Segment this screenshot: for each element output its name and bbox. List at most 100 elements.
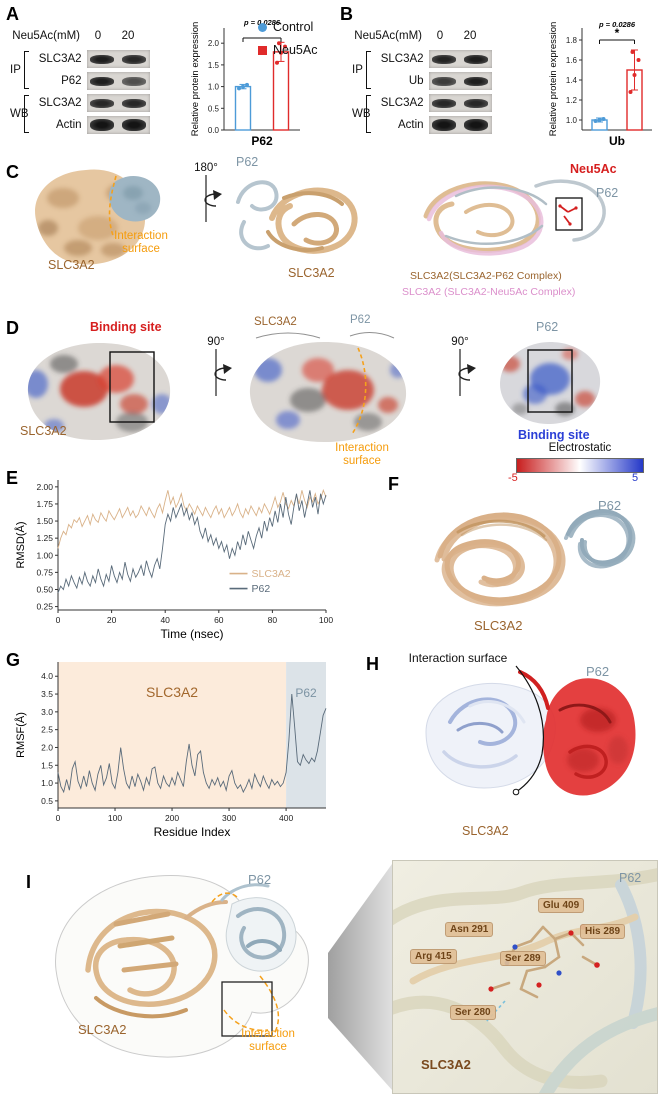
panel-a-label: A xyxy=(6,4,19,24)
svg-text:0.5: 0.5 xyxy=(208,104,220,113)
blot-dose-header: Neu5Ac(mM) 0 20 xyxy=(354,30,477,42)
interaction-surface-label-c: Interaction surface xyxy=(114,230,168,255)
caption-neu5ac-complex: SLC3A2 (SLC3A2-Neu5Ac Complex) xyxy=(402,286,576,298)
blot-dose-header: Neu5Ac(mM) 0 20 xyxy=(12,30,135,42)
svg-text:300: 300 xyxy=(222,813,236,823)
panel-f-label: F xyxy=(388,474,399,494)
p62-label-inset: P62 xyxy=(619,871,642,885)
structure-complex-overview xyxy=(55,875,309,1058)
blot-row: SLC3A2 xyxy=(372,48,492,70)
svg-text:2.5: 2.5 xyxy=(41,725,53,735)
bar-chart-ub: 1.0 1.2 1.4 1.6 1.8 *p = 0.0286 Ub Relative pro… xyxy=(548,20,652,148)
svg-text:p = 0.0286: p = 0.0286 xyxy=(598,20,636,29)
svg-text:2.0: 2.0 xyxy=(41,742,53,752)
slc3a2-label-i: SLC3A2 xyxy=(78,1022,127,1037)
structure-overlay-complexes xyxy=(423,179,606,256)
structure-slc3a2-p62-surface xyxy=(35,169,161,265)
svg-text:SLC3A2: SLC3A2 xyxy=(252,568,291,580)
svg-text:RMSF(Å): RMSF(Å) xyxy=(14,712,27,758)
svg-text:P62: P62 xyxy=(252,583,271,595)
control-marker-icon xyxy=(258,22,267,32)
svg-text:80: 80 xyxy=(268,615,278,625)
svg-text:SLC3A2: SLC3A2 xyxy=(146,684,198,700)
panel-h-label: H xyxy=(366,654,379,674)
svg-text:3.5: 3.5 xyxy=(41,689,53,699)
scale-min-label: -5 xyxy=(508,472,518,484)
svg-text:1.0: 1.0 xyxy=(566,116,578,125)
panel-c-label: C xyxy=(6,162,19,182)
interaction-detail-inset: P62 Glu 409 Asn 291 His 289 Arg 415 Ser … xyxy=(392,860,658,1094)
blot-row: P62 xyxy=(30,70,150,92)
caption-p62-complex: SLC3A2(SLC3A2-P62 Complex) xyxy=(410,270,562,282)
svg-text:1.5: 1.5 xyxy=(208,61,220,70)
svg-text:*: * xyxy=(615,26,620,40)
svg-text:20: 20 xyxy=(107,615,117,625)
electrostatic-gradient-bar xyxy=(516,458,644,473)
rotation-arrow-icon xyxy=(458,349,476,396)
svg-text:Time (nsec): Time (nsec) xyxy=(161,627,224,641)
svg-text:40: 40 xyxy=(160,615,170,625)
legend-label-control: Control xyxy=(273,20,314,34)
slc3a2-label-h: SLC3A2 xyxy=(462,824,509,838)
slc3a2-label-f: SLC3A2 xyxy=(474,618,523,633)
svg-text:200: 200 xyxy=(165,813,179,823)
svg-text:60: 60 xyxy=(214,615,224,625)
svg-text:1.5: 1.5 xyxy=(41,760,53,770)
p62-label-c2: P62 xyxy=(236,155,259,169)
panel-b-label: B xyxy=(340,4,353,24)
slc3a2-label-c2: SLC3A2 xyxy=(288,266,335,280)
svg-text:0.25: 0.25 xyxy=(36,602,53,612)
blot-group-label: IP xyxy=(10,64,21,76)
electrostatic-surface-front xyxy=(27,343,171,440)
p62-label-h: P62 xyxy=(586,664,610,679)
blot-row: Actin xyxy=(30,114,150,136)
svg-text:3.0: 3.0 xyxy=(41,707,53,717)
legend-label-neu5ac: Neu5Ac xyxy=(273,43,318,57)
binding-site-label-right: Binding site xyxy=(518,428,590,442)
p62-label-c3: P62 xyxy=(596,186,619,200)
residue-label-arg415: Arg 415 xyxy=(410,949,457,964)
svg-text:1.0: 1.0 xyxy=(41,778,53,788)
residue-label-his289: His 289 xyxy=(580,924,626,939)
residue-sticks-rendering xyxy=(393,868,657,1093)
legend-item-neu5ac: Neu5Ac xyxy=(258,43,317,57)
rotation-angle-label: 180° xyxy=(194,162,218,174)
rotation-90-widget-1: 90° xyxy=(196,336,236,405)
rotation-90-widget-2: 90° xyxy=(440,336,480,405)
slc3a2-label-c1: SLC3A2 xyxy=(48,258,95,272)
neu5ac-label: Neu5Ac xyxy=(570,162,617,176)
panel-d-label: D xyxy=(6,318,19,338)
interaction-surface-label-i: Interaction surface xyxy=(241,1028,295,1053)
electrostatic-scale-title: Electrostatic xyxy=(548,442,612,454)
svg-text:Relative protein expression: Relative protein expression xyxy=(548,22,559,137)
rmsd-line-chart: 0.25 0.50 0.75 1.00 1.25 1.50 1.75 2.00 0 20 40 60 8… xyxy=(14,480,333,641)
interaction-surface-label-h: Interaction surface xyxy=(408,651,508,665)
blot-group-label: WB xyxy=(352,108,371,120)
svg-text:1.25: 1.25 xyxy=(36,533,53,543)
svg-text:2.0: 2.0 xyxy=(208,39,220,48)
rotation-angle-label: 90° xyxy=(207,336,225,348)
svg-text:0.5: 0.5 xyxy=(41,796,53,806)
svg-text:4.0: 4.0 xyxy=(41,671,53,681)
p62-label-i: P62 xyxy=(248,872,272,887)
structure-interaction-surface xyxy=(425,665,636,796)
western-blot-b: Neu5Ac(mM) 0 20 IP SLC3A2 Ub WB SLC3A2 Actin xyxy=(352,28,492,136)
electrostatic-surface-side xyxy=(249,332,407,442)
svg-text:0.75: 0.75 xyxy=(36,567,53,577)
svg-text:100: 100 xyxy=(108,813,122,823)
svg-text:Ub: Ub xyxy=(609,134,625,148)
residue-label-ser280: Ser 280 xyxy=(450,1005,496,1020)
slc3a2-label-d1: SLC3A2 xyxy=(20,424,67,438)
svg-text:400: 400 xyxy=(279,813,293,823)
svg-text:P62: P62 xyxy=(295,686,317,700)
svg-text:1.50: 1.50 xyxy=(36,516,53,526)
svg-text:1.2: 1.2 xyxy=(566,96,578,105)
rotation-angle-label: 90° xyxy=(451,336,469,348)
panel-g-label: G xyxy=(6,650,21,670)
p62-label-d3: P62 xyxy=(536,320,559,334)
svg-text:1.8: 1.8 xyxy=(566,36,578,45)
svg-text:Residue Index: Residue Index xyxy=(154,825,231,839)
blot-row: Actin xyxy=(372,114,492,136)
svg-text:0: 0 xyxy=(56,813,61,823)
